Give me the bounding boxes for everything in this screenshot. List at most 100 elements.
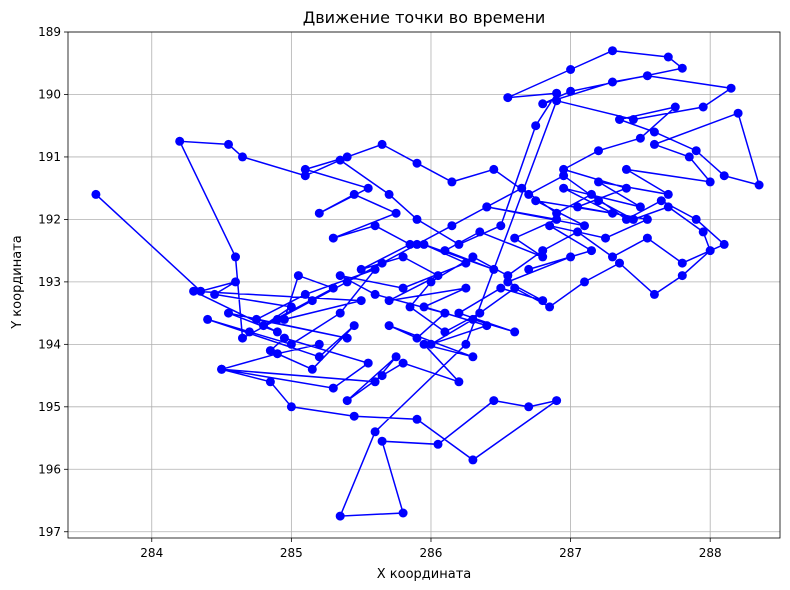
x-tick-label: 288 — [699, 546, 722, 560]
data-point — [419, 339, 429, 349]
data-point — [363, 183, 373, 193]
data-point — [601, 233, 610, 243]
data-point — [286, 402, 296, 412]
data-point — [238, 152, 247, 162]
y-tick-label: 193 — [38, 275, 61, 289]
data-point — [482, 321, 492, 331]
data-point — [705, 177, 715, 187]
data-point — [231, 252, 240, 262]
data-point — [300, 164, 310, 174]
data-point — [552, 208, 562, 218]
data-point — [552, 96, 562, 106]
x-tick-label: 286 — [420, 546, 443, 560]
y-tick-label: 192 — [38, 212, 61, 226]
data-point — [279, 314, 289, 324]
data-point — [300, 289, 310, 299]
data-point — [363, 358, 373, 368]
data-point — [461, 283, 471, 293]
data-point — [489, 396, 499, 406]
data-point — [677, 258, 687, 268]
data-point — [496, 221, 506, 231]
data-point — [454, 308, 464, 318]
data-point — [398, 508, 408, 518]
data-point — [307, 296, 317, 306]
plot-area — [91, 46, 764, 521]
data-point — [272, 327, 282, 337]
data-point — [370, 264, 380, 274]
data-point — [370, 427, 380, 437]
data-point — [300, 171, 310, 181]
x-axis-label: X координата — [377, 567, 472, 582]
data-point — [496, 283, 506, 293]
data-point — [286, 302, 296, 312]
x-axis-ticks: 284 285 286 287 288 — [140, 538, 722, 560]
data-point — [615, 115, 624, 124]
y-tick-label: 190 — [38, 87, 61, 101]
data-point — [608, 208, 617, 218]
data-point — [559, 171, 569, 181]
data-point — [342, 152, 352, 162]
x-tick-label: 284 — [140, 546, 163, 560]
data-point — [545, 302, 555, 312]
data-point — [719, 239, 729, 249]
chart-title: Движение точки во времени — [303, 8, 546, 27]
data-point — [628, 214, 638, 224]
data-point — [342, 333, 352, 343]
data-point — [677, 63, 687, 73]
data-point — [482, 202, 492, 212]
data-point — [461, 258, 471, 268]
data-point — [224, 308, 233, 318]
data-point — [566, 65, 576, 74]
data-point — [649, 127, 659, 137]
data-point — [468, 252, 478, 262]
data-point — [349, 189, 359, 199]
plot-frame — [67, 31, 781, 539]
data-point — [468, 352, 478, 362]
data-point — [642, 214, 652, 224]
data-point — [335, 511, 345, 521]
data-point — [189, 286, 199, 296]
data-point — [475, 308, 485, 318]
data-point — [328, 233, 338, 243]
data-point — [594, 146, 603, 156]
data-point — [538, 99, 548, 109]
data-point — [426, 339, 436, 349]
data-point — [356, 264, 366, 274]
y-axis-ticks: 189 190 191 192 193 194 195 196 197 — [38, 25, 68, 539]
data-point — [391, 352, 401, 362]
data-point — [587, 189, 596, 199]
data-point — [231, 277, 240, 287]
data-point — [559, 164, 569, 174]
x-tick-label: 285 — [280, 546, 303, 560]
data-point — [552, 214, 562, 224]
data-point — [503, 93, 513, 103]
data-point — [440, 246, 450, 256]
data-point — [635, 133, 645, 143]
data-point — [252, 314, 261, 324]
data-point — [468, 455, 478, 465]
data-point — [279, 333, 289, 343]
y-tick-label: 194 — [38, 337, 61, 351]
data-point — [447, 177, 457, 187]
data-point — [370, 377, 380, 387]
data-point — [524, 264, 534, 274]
data-point — [412, 214, 422, 224]
data-point — [642, 233, 652, 243]
data-point — [419, 239, 429, 249]
data-point — [621, 164, 631, 174]
data-point — [663, 189, 673, 199]
data-point — [265, 346, 275, 356]
data-point — [398, 358, 408, 368]
series-points — [91, 46, 764, 521]
data-point — [580, 277, 589, 287]
data-point — [272, 349, 282, 359]
data-point — [726, 83, 736, 93]
data-point — [342, 396, 352, 406]
data-point — [566, 252, 576, 262]
data-point — [468, 314, 478, 324]
data-point — [454, 377, 464, 387]
data-point — [384, 321, 394, 331]
data-point — [377, 258, 387, 268]
data-point — [426, 277, 436, 287]
data-point — [440, 308, 450, 318]
